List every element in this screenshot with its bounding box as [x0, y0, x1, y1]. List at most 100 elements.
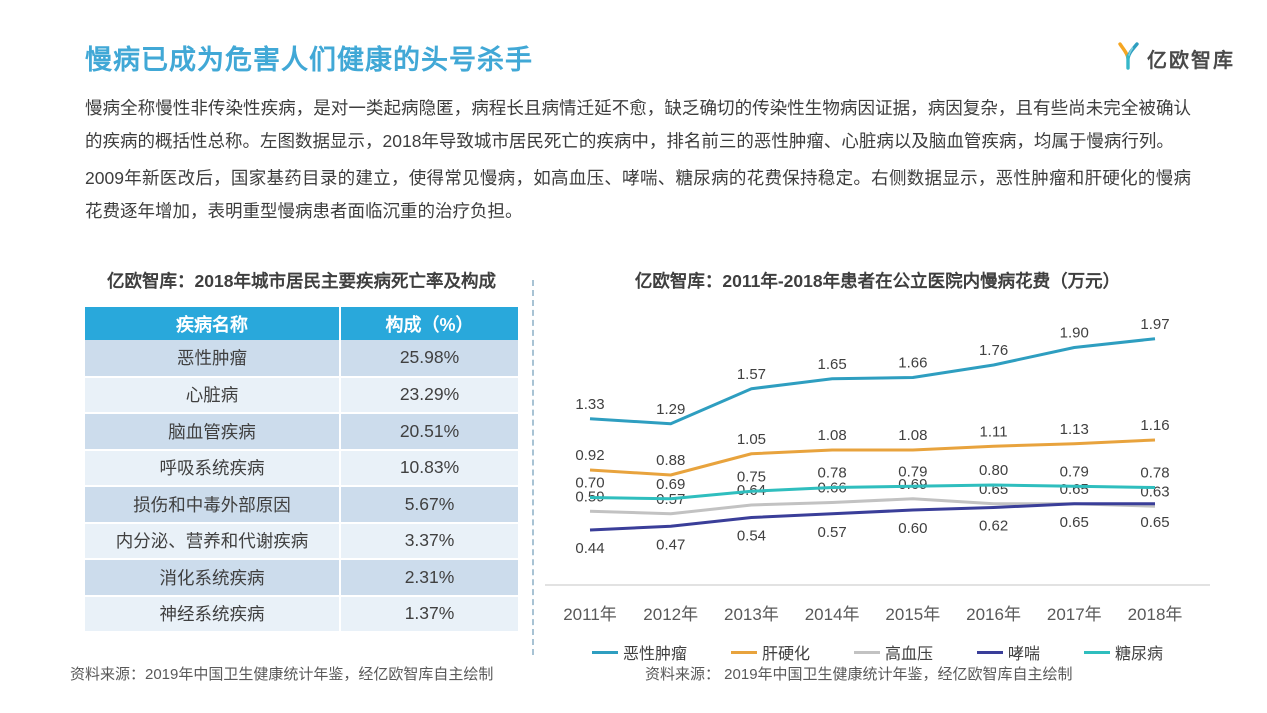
disease-name-cell: 神经系统疾病	[85, 595, 341, 633]
share-value-cell: 23.29%	[340, 376, 518, 414]
disease-name-cell: 消化系统疾病	[85, 559, 341, 597]
x-axis-label: 2011年	[563, 605, 617, 624]
legend-item-哮喘: 哮喘	[977, 640, 1040, 664]
data-label: 0.88	[656, 452, 685, 469]
data-label: 1.57	[737, 366, 766, 383]
data-label: 1.16	[1140, 417, 1169, 434]
legend-label: 高血压	[884, 646, 933, 663]
x-axis-label: 2018年	[1127, 605, 1183, 624]
column-header-share: 构成（%）	[340, 307, 518, 340]
table-row: 呼吸系统疾病 10.83%	[85, 449, 518, 487]
series-line-哮喘	[589, 502, 1155, 532]
data-label: 0.79	[898, 463, 927, 480]
share-value-cell: 25.98%	[340, 340, 518, 378]
disease-name-cell: 内分泌、营养和代谢疾病	[85, 522, 341, 560]
table-title: 亿欧智库：2018年城市居民主要疾病死亡率及构成	[107, 271, 496, 291]
paragraph-2: 2009年新医改后，国家基药目录的建立，使得常见慢病，如高血压、哮喘、糖尿病的花…	[85, 168, 1191, 221]
legend-label: 肝硬化	[761, 646, 810, 663]
logo-icon	[1115, 42, 1141, 75]
data-label: 0.65	[1060, 514, 1089, 531]
x-axis-label: 2017年	[1046, 605, 1102, 624]
mortality-table: 疾病名称 构成（%） 恶性肿瘤 25.98% 心脏病 23.29% 脑血管疾病 20.51…	[85, 307, 518, 633]
table-row: 消化系统疾病 2.31%	[85, 559, 518, 597]
data-label: 0.92	[575, 447, 604, 464]
intro-text: 慢病全称慢性非传染性疾病，是对一类起病隐匿，病程长且病情迁延不愈，缺乏确切的传染…	[85, 92, 1191, 232]
table-row: 损伤和中毒外部原因 5.67%	[85, 486, 518, 524]
legend-swatch-icon	[977, 650, 1003, 654]
series-line-肝硬化	[589, 438, 1156, 477]
legend-item-肝硬化: 肝硬化	[730, 640, 810, 664]
data-label: 0.78	[818, 465, 847, 482]
share-value-cell: 1.37%	[340, 595, 518, 633]
data-label: 1.13	[1060, 421, 1089, 438]
chart-title: 亿欧智库：2011年-2018年患者在公立医院内慢病花费（万元）	[634, 271, 1121, 291]
series-line-糖尿病	[589, 483, 1156, 501]
data-label: 0.78	[1140, 465, 1169, 482]
share-value-cell: 5.67%	[340, 486, 518, 524]
x-axis-labels: 2011年 2012年 2013年 2014年 2015年 2016年 2017年 2018年	[545, 600, 1210, 626]
disease-name-cell: 脑血管疾病	[85, 413, 341, 451]
data-label: 1.08	[898, 427, 927, 444]
data-label: 0.70	[575, 475, 604, 492]
share-value-cell: 10.83%	[340, 449, 518, 487]
data-label: 0.60	[898, 520, 927, 537]
x-axis-label: 2013年	[724, 605, 779, 624]
legend-label: 恶性肿瘤	[622, 646, 687, 663]
data-label: 0.59	[575, 488, 604, 505]
x-axis-label: 2012年	[643, 605, 699, 624]
data-label: 0.44	[575, 540, 604, 557]
data-label: 0.65	[1060, 481, 1089, 498]
disease-name-cell: 心脏病	[85, 376, 341, 414]
data-label: 0.57	[818, 524, 847, 541]
disease-name-cell: 呼吸系统疾病	[85, 449, 341, 487]
panel-divider	[532, 280, 534, 655]
legend-item-糖尿病: 糖尿病	[1084, 640, 1163, 664]
share-value-cell: 3.37%	[340, 522, 518, 560]
data-label: 1.97	[1140, 316, 1169, 333]
data-label: 0.75	[737, 468, 766, 485]
paragraph-1: 慢病全称慢性非传染性疾病，是对一类起病隐匿，病程长且病情迁延不愈，缺乏确切的传染…	[85, 98, 1191, 151]
table-header-row: 疾病名称 构成（%）	[85, 307, 518, 340]
share-value-cell: 20.51%	[340, 413, 518, 451]
table-row: 内分泌、营养和代谢疾病 3.37%	[85, 522, 518, 560]
data-label: 1.90	[1060, 325, 1089, 342]
data-label: 0.63	[1140, 483, 1169, 500]
table-row: 脑血管疾病 20.51%	[85, 413, 518, 451]
data-label: 1.33	[575, 396, 604, 413]
data-label: 1.29	[656, 401, 685, 418]
data-label: 0.65	[1140, 514, 1169, 531]
data-label: 1.11	[980, 423, 1008, 440]
data-label: 0.69	[898, 476, 927, 493]
legend-item-高血压: 高血压	[853, 640, 933, 664]
legend-label: 糖尿病	[1115, 646, 1164, 663]
data-label: 0.65	[979, 481, 1008, 498]
data-label: 0.79	[1060, 463, 1089, 480]
logo: 亿欧智库	[1115, 42, 1235, 75]
legend-label: 哮喘	[1008, 646, 1041, 663]
legend-swatch-icon	[1084, 650, 1111, 654]
column-header-disease: 疾病名称	[85, 307, 341, 340]
spend-chart-panel: 亿欧智库：2011年-2018年患者在公立医院内慢病花费（万元） 1.33 1.2…	[545, 268, 1210, 664]
chart-legend: 恶性肿瘤 肝硬化 高血压 哮喘 糖尿病	[545, 640, 1210, 664]
legend-item-恶性肿瘤: 恶性肿瘤	[591, 640, 687, 664]
legend-swatch-icon	[591, 650, 618, 654]
source-note-chart: 资料来源： 2019年中国卫生健康统计年鉴，经亿欧智库自主绘制	[645, 666, 1073, 683]
source-note-table: 资料来源：2019年中国卫生健康统计年鉴，经亿欧智库自主绘制	[70, 666, 494, 683]
data-label: 0.80	[979, 462, 1008, 479]
x-axis-label: 2015年	[885, 605, 941, 624]
data-label: 1.08	[818, 427, 847, 444]
data-label: 1.66	[898, 355, 927, 372]
x-axis-label: 2016年	[966, 605, 1021, 624]
mortality-table-panel: 亿欧智库：2018年城市居民主要疾病死亡率及构成 疾病名称 构成（%） 恶性肿瘤…	[85, 268, 518, 633]
data-label: 0.47	[656, 536, 685, 553]
table-row: 神经系统疾病 1.37%	[85, 595, 518, 633]
logo-text: 亿欧智库	[1147, 50, 1235, 72]
share-value-cell: 2.31%	[340, 559, 518, 597]
page-title: 慢病已成为危害人们健康的头号杀手	[85, 45, 533, 75]
table-row: 心脏病 23.29%	[85, 376, 518, 414]
table-row: 恶性肿瘤 25.98%	[85, 340, 518, 378]
legend-swatch-icon	[853, 650, 880, 654]
mortality-table-body: 恶性肿瘤 25.98% 心脏病 23.29% 脑血管疾病 20.51% 呼吸系统疾病 10.8…	[85, 340, 518, 633]
x-axis-label: 2014年	[804, 605, 860, 624]
